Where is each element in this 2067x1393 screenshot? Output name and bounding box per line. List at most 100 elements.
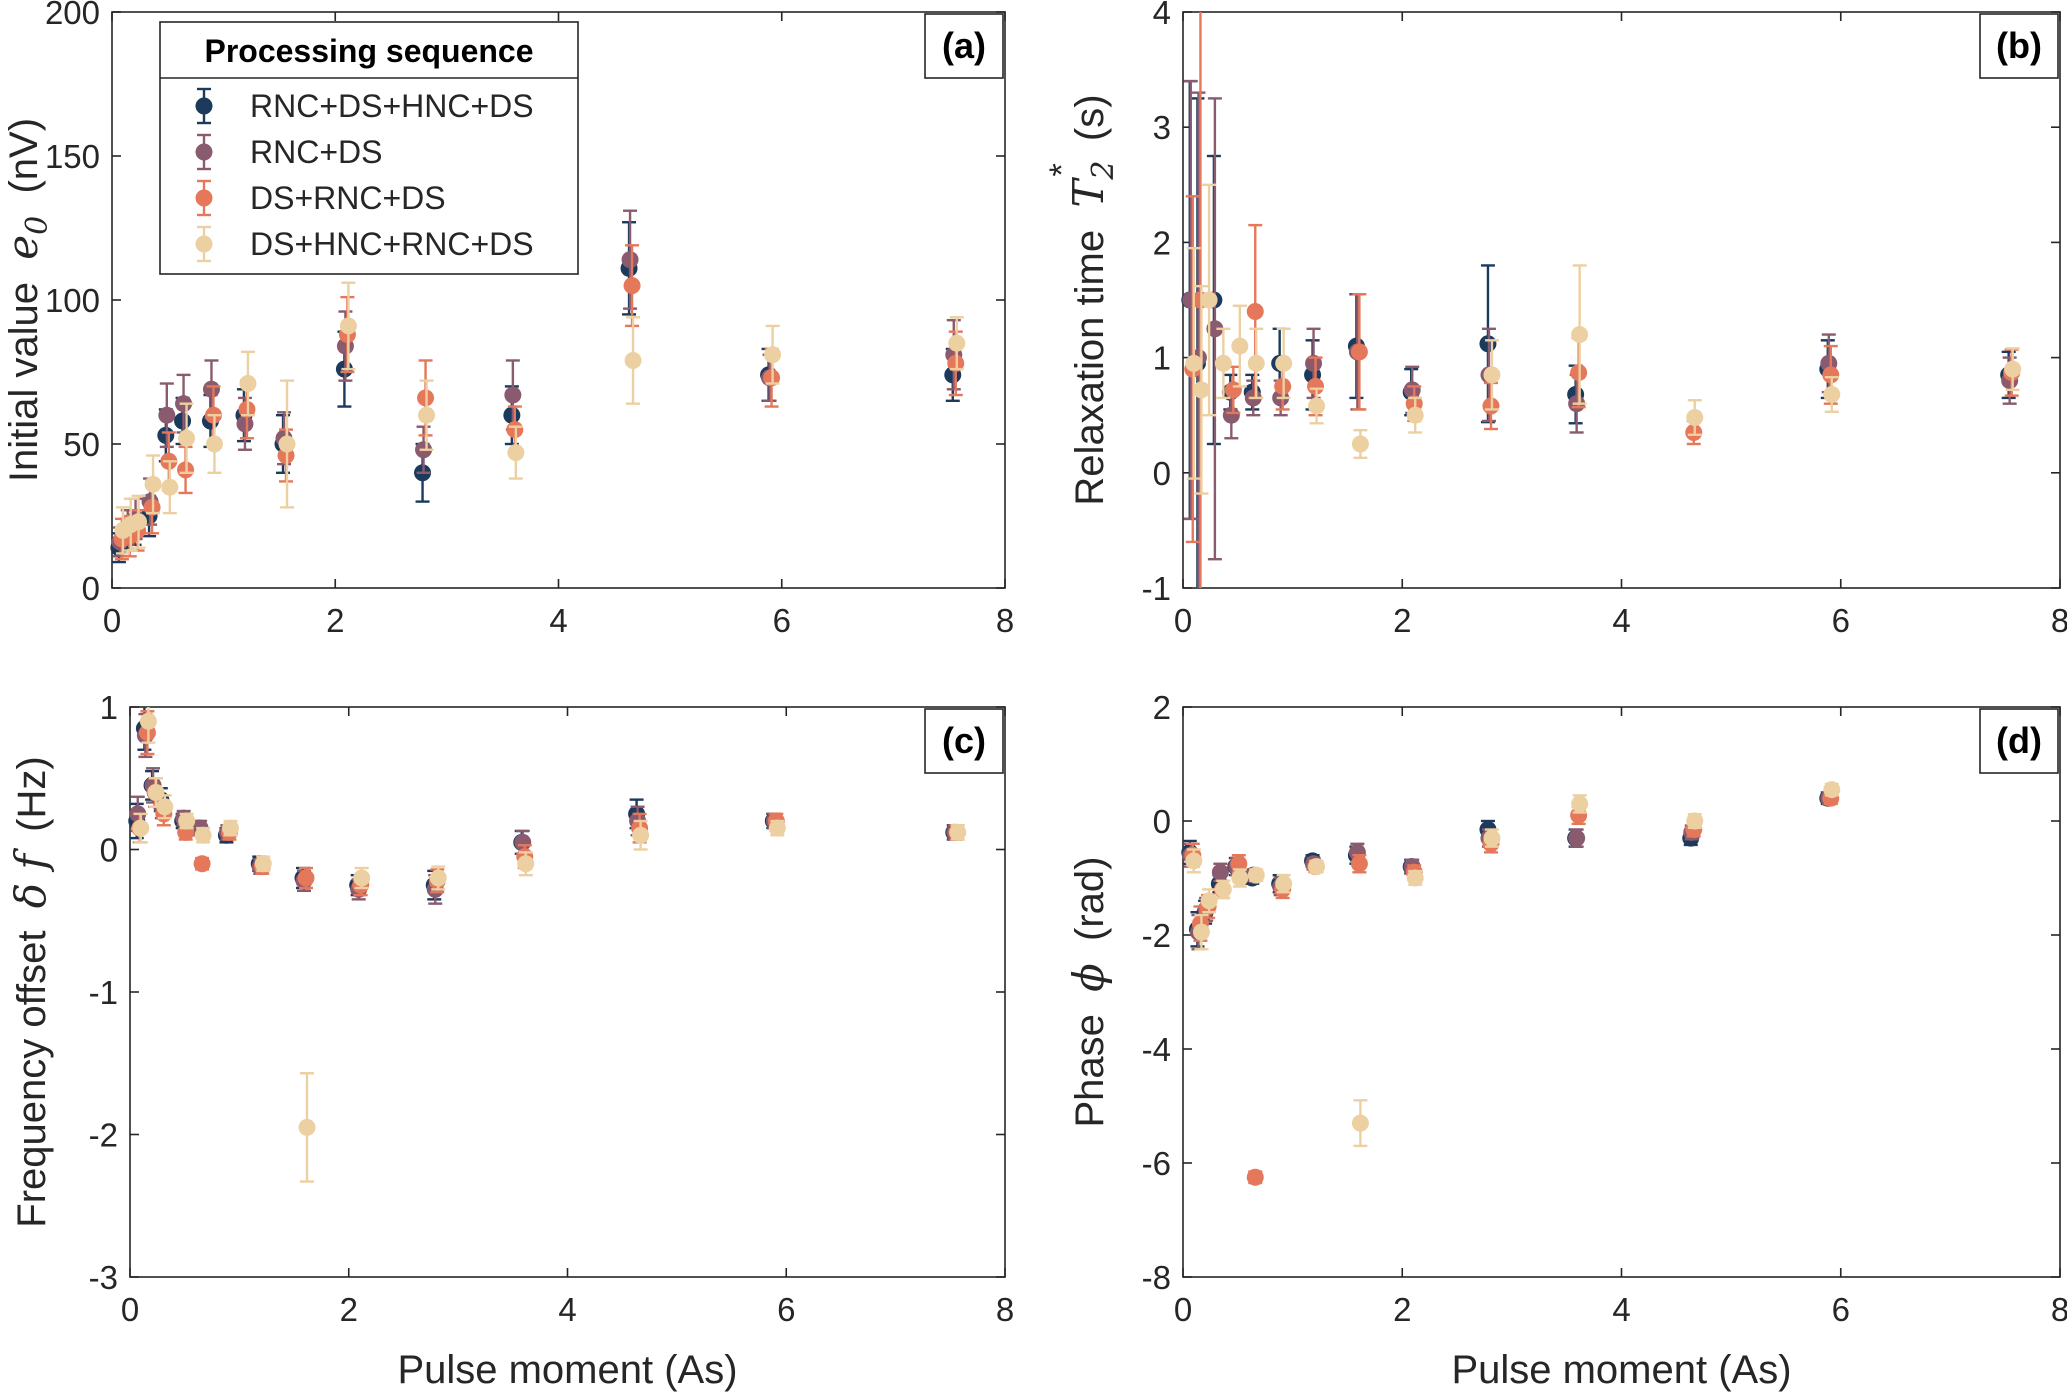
series-3 bbox=[132, 707, 967, 1183]
x-tick-label: 8 bbox=[996, 1291, 1014, 1328]
y-axis-label: Frequency offset δ f (Hz) bbox=[6, 756, 55, 1227]
series-1 bbox=[129, 712, 964, 905]
y-tick-label: 1 bbox=[1153, 340, 1171, 377]
data-point bbox=[132, 819, 150, 837]
data-point bbox=[1211, 863, 1229, 881]
data-point bbox=[205, 435, 223, 453]
legend-label: DS+HNC+RNC+DS bbox=[250, 226, 534, 262]
x-tick-label: 2 bbox=[1393, 1291, 1411, 1328]
data-point bbox=[1823, 385, 1841, 403]
data-point bbox=[1350, 343, 1368, 361]
data-point bbox=[1822, 366, 1840, 384]
series-2 bbox=[113, 244, 965, 561]
data-point bbox=[1231, 869, 1249, 887]
data-point bbox=[1246, 303, 1264, 321]
y-tick-label: 4 bbox=[1153, 0, 1171, 31]
data-point bbox=[353, 869, 371, 887]
data-point bbox=[1571, 326, 1589, 344]
y-tick-label: 100 bbox=[45, 282, 100, 319]
legend-label: RNC+DS bbox=[250, 134, 382, 170]
x-axis-label: Pulse moment (As) bbox=[1451, 1348, 1791, 1392]
series-2 bbox=[1184, 789, 1840, 1186]
y-tick-label: -2 bbox=[89, 1117, 118, 1154]
x-tick-label: 6 bbox=[777, 1291, 795, 1328]
series-2 bbox=[1184, 12, 2021, 588]
data-point bbox=[144, 475, 162, 493]
data-point bbox=[297, 869, 315, 887]
panel-label: (d) bbox=[1979, 708, 2059, 774]
data-point bbox=[1246, 1168, 1264, 1186]
data-point bbox=[1823, 781, 1841, 799]
data-point bbox=[1406, 406, 1424, 424]
data-point bbox=[1214, 354, 1232, 372]
data-point bbox=[1686, 812, 1704, 830]
data-point bbox=[1350, 855, 1368, 873]
axes-box bbox=[129, 706, 1006, 1278]
data-point bbox=[1483, 829, 1501, 847]
y-tick-label: 1 bbox=[100, 689, 118, 726]
series-0 bbox=[1181, 79, 2018, 588]
y-tick-label: 0 bbox=[1153, 455, 1171, 492]
panel-label-text: (b) bbox=[1996, 25, 2042, 66]
data-point bbox=[193, 855, 211, 873]
panel-label-box bbox=[924, 708, 1004, 774]
data-point bbox=[1231, 337, 1249, 355]
data-point bbox=[1214, 880, 1232, 898]
legend-title: Processing sequence bbox=[204, 33, 533, 69]
panel-label-text: (d) bbox=[1996, 720, 2042, 761]
panel-c: 0 2 4 6 8 -3 -2 -1 0 1 Frequency offset δ f (Hz) Pu… bbox=[6, 689, 1014, 1392]
legend-entry: DS+RNC+DS bbox=[195, 179, 446, 217]
data-point bbox=[194, 826, 212, 844]
data-point bbox=[1222, 406, 1240, 424]
x-tick-label: 8 bbox=[2051, 602, 2067, 639]
panel-a: 0 2 4 6 8 0 50 100 150 200 Initial value e0 (nV) (a… bbox=[0, 0, 1014, 639]
data-point bbox=[130, 513, 148, 531]
data-point bbox=[1568, 829, 1586, 847]
x-tick-label: 0 bbox=[103, 602, 121, 639]
x-tick-label: 0 bbox=[1174, 1291, 1192, 1328]
data-point bbox=[1571, 795, 1589, 813]
x-tick-label: 4 bbox=[549, 602, 567, 639]
data-point bbox=[147, 784, 165, 801]
series-0 bbox=[1181, 789, 1837, 948]
legend-marker-dot bbox=[195, 235, 213, 253]
axes-box bbox=[1182, 11, 2061, 589]
data-point bbox=[1308, 858, 1326, 876]
data-point bbox=[1351, 1114, 1369, 1132]
data-point bbox=[1275, 354, 1293, 372]
data-point bbox=[278, 435, 296, 453]
y-tick-label: 0 bbox=[1153, 803, 1171, 840]
data-point bbox=[139, 712, 157, 730]
series-3 bbox=[1185, 183, 2022, 495]
x-tick-label: 4 bbox=[1612, 1291, 1630, 1328]
x-tick-label: 0 bbox=[1174, 602, 1192, 639]
x-tick-label: 8 bbox=[996, 602, 1014, 639]
data-point bbox=[1185, 852, 1203, 870]
legend-box bbox=[159, 21, 579, 275]
data-point bbox=[624, 351, 642, 369]
data-point bbox=[1686, 409, 1704, 427]
data-point bbox=[1351, 435, 1369, 453]
data-point bbox=[514, 833, 532, 851]
legend: Processing sequence RNC+DS+HNC+DS RNC+DS DS… bbox=[159, 21, 579, 275]
data-point bbox=[418, 406, 436, 424]
x-tick-label: 4 bbox=[1612, 602, 1630, 639]
series-1 bbox=[1182, 789, 1838, 951]
data-point bbox=[1200, 892, 1218, 910]
panel-label-text: (c) bbox=[942, 720, 986, 761]
data-point bbox=[2004, 360, 2022, 378]
x-tick-label: 6 bbox=[773, 602, 791, 639]
y-tick-label: 200 bbox=[45, 0, 100, 31]
series-3 bbox=[1185, 781, 1841, 1148]
series-3 bbox=[114, 281, 966, 555]
data-point bbox=[339, 317, 357, 335]
y-tick-label: 0 bbox=[100, 832, 118, 869]
data-point bbox=[156, 798, 174, 816]
data-point bbox=[1305, 354, 1323, 372]
data-point bbox=[221, 819, 239, 837]
data-point bbox=[202, 380, 220, 398]
data-point bbox=[1247, 866, 1265, 884]
x-tick-label: 2 bbox=[326, 602, 344, 639]
